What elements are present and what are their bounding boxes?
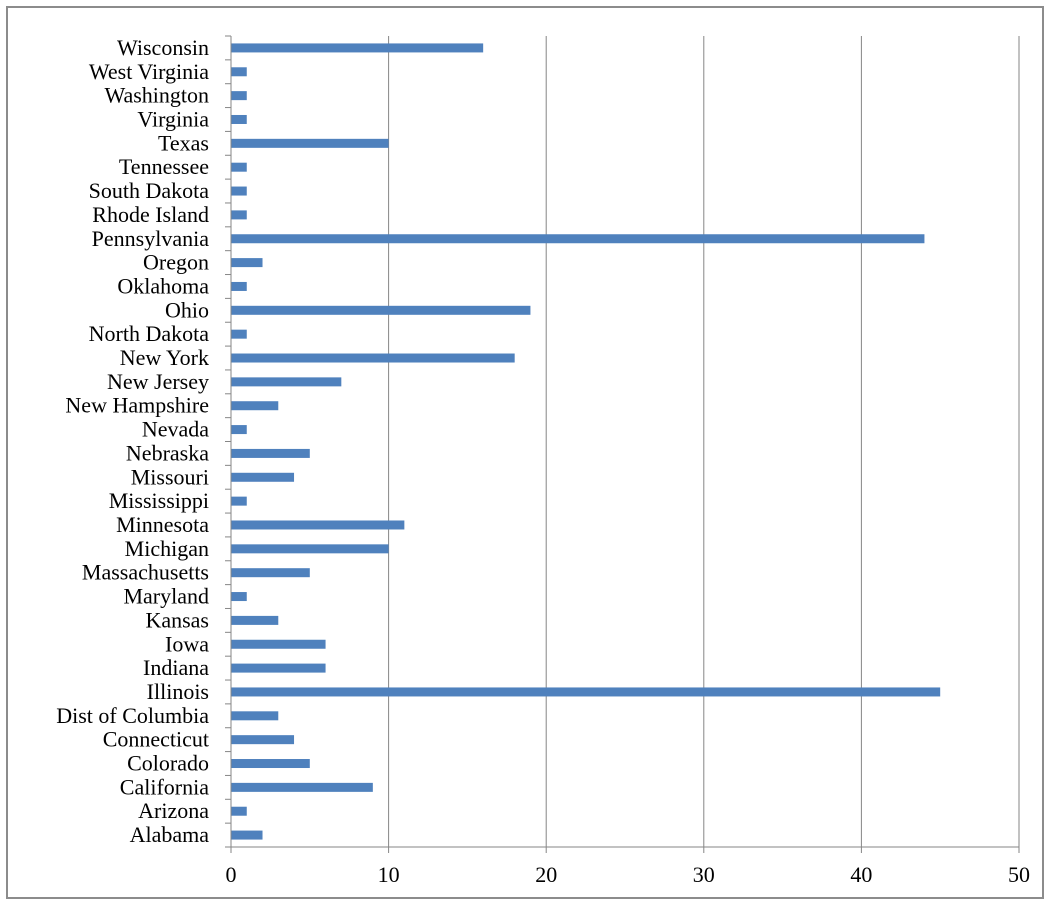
axes xyxy=(225,35,1020,853)
bar-south-dakota xyxy=(231,186,247,196)
category-label: Dist of Columbia xyxy=(56,703,209,728)
bar-pennsylvania xyxy=(231,234,925,244)
bar-alabama xyxy=(231,830,263,840)
category-label: Ohio xyxy=(165,297,209,322)
bar-iowa xyxy=(231,639,326,649)
category-label: Texas xyxy=(158,130,209,155)
bar-new-hampshire xyxy=(231,401,279,411)
category-label: Tennessee xyxy=(119,154,209,179)
bar-rhode-island xyxy=(231,210,247,220)
bar-mississippi xyxy=(231,496,247,506)
bar-ohio xyxy=(231,305,531,315)
category-label: Rhode Island xyxy=(92,202,209,227)
bar-kansas xyxy=(231,615,279,625)
bar-missouri xyxy=(231,472,295,482)
category-label: California xyxy=(120,774,209,799)
bar-texas xyxy=(231,138,389,148)
bar-illinois xyxy=(231,687,941,697)
bar-new-jersey xyxy=(231,377,342,387)
bar-dist-of-columbia xyxy=(231,711,279,721)
category-label: Iowa xyxy=(165,631,209,656)
category-label: Massachusetts xyxy=(82,560,209,585)
bar-nevada xyxy=(231,425,247,435)
bars xyxy=(231,43,941,840)
category-label: Arizona xyxy=(138,798,209,823)
chart-frame xyxy=(6,6,1044,899)
category-label: Colorado xyxy=(127,751,209,776)
x-tick-label: 20 xyxy=(535,862,557,887)
x-tick-label: 10 xyxy=(378,862,400,887)
bar-minnesota xyxy=(231,520,405,530)
category-label: Wisconsin xyxy=(117,35,209,60)
category-label: New Jersey xyxy=(107,369,209,394)
bar-massachusetts xyxy=(231,568,310,578)
x-tick-label: 30 xyxy=(693,862,715,887)
x-tick-label: 0 xyxy=(226,862,237,887)
category-label: Pennsylvania xyxy=(92,226,210,251)
bar-west-virginia xyxy=(231,67,247,77)
category-label: South Dakota xyxy=(89,178,210,203)
bar-nebraska xyxy=(231,448,310,458)
bar-virginia xyxy=(231,114,247,124)
category-label: Nevada xyxy=(142,417,209,442)
x-tick-label: 50 xyxy=(1008,862,1030,887)
bar-north-dakota xyxy=(231,329,247,339)
bar-tennessee xyxy=(231,162,247,172)
category-label: Connecticut xyxy=(103,727,209,752)
bar-oregon xyxy=(231,258,263,268)
bar-maryland xyxy=(231,592,247,602)
category-label: Minnesota xyxy=(116,512,209,537)
bar-michigan xyxy=(231,544,389,554)
category-label: Indiana xyxy=(143,655,209,680)
category-label: New York xyxy=(120,345,209,370)
category-label: Alabama xyxy=(130,822,210,847)
x-tick-label: 40 xyxy=(850,862,872,887)
category-label: Virginia xyxy=(137,106,209,131)
bar-california xyxy=(231,782,373,792)
bar-oklahoma xyxy=(231,281,247,291)
category-label: Missouri xyxy=(131,464,209,489)
bar-new-york xyxy=(231,353,515,363)
bar-arizona xyxy=(231,806,247,816)
category-label: Nebraska xyxy=(126,440,209,465)
bar-connecticut xyxy=(231,735,295,745)
bar-washington xyxy=(231,91,247,101)
category-label: New Hampshire xyxy=(65,393,209,418)
category-label: Kansas xyxy=(145,607,209,632)
category-label: Maryland xyxy=(123,584,209,609)
grid-lines xyxy=(388,36,1020,847)
category-label: North Dakota xyxy=(89,321,210,346)
category-label: Michigan xyxy=(125,536,209,561)
category-label: Oregon xyxy=(143,250,209,275)
category-label: Oklahoma xyxy=(117,273,209,298)
category-labels: AlabamaArizonaCaliforniaColoradoConnecti… xyxy=(56,35,209,847)
bar-colorado xyxy=(231,759,310,769)
bar-indiana xyxy=(231,663,326,673)
category-label: West Virginia xyxy=(89,59,209,84)
category-label: Illinois xyxy=(147,679,209,704)
bar-wisconsin xyxy=(231,43,484,53)
x-tick-labels: 0 10 20 30 40 50 xyxy=(226,862,1031,887)
category-label: Mississippi xyxy=(109,488,209,513)
category-label: Washington xyxy=(104,83,209,108)
